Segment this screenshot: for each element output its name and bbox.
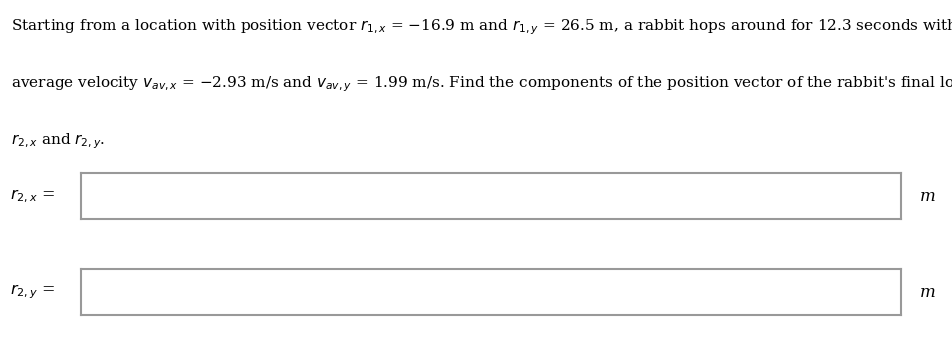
Text: $r_{2,x}$ and $r_{2,y}$.: $r_{2,x}$ and $r_{2,y}$. (11, 131, 106, 150)
Text: m: m (919, 284, 935, 301)
Text: average velocity $v_{av,x}$ = −2.93 m/s and $v_{av,y}$ = 1.99 m/s. Find the comp: average velocity $v_{av,x}$ = −2.93 m/s … (11, 74, 952, 94)
Text: $r_{2,x}$ =: $r_{2,x}$ = (10, 188, 55, 205)
Text: m: m (919, 188, 935, 205)
Text: Starting from a location with position vector $r_{1,x}$ = −16.9 m and $r_{1,y}$ : Starting from a location with position v… (11, 18, 952, 37)
Text: $r_{2,y}$ =: $r_{2,y}$ = (10, 283, 55, 301)
